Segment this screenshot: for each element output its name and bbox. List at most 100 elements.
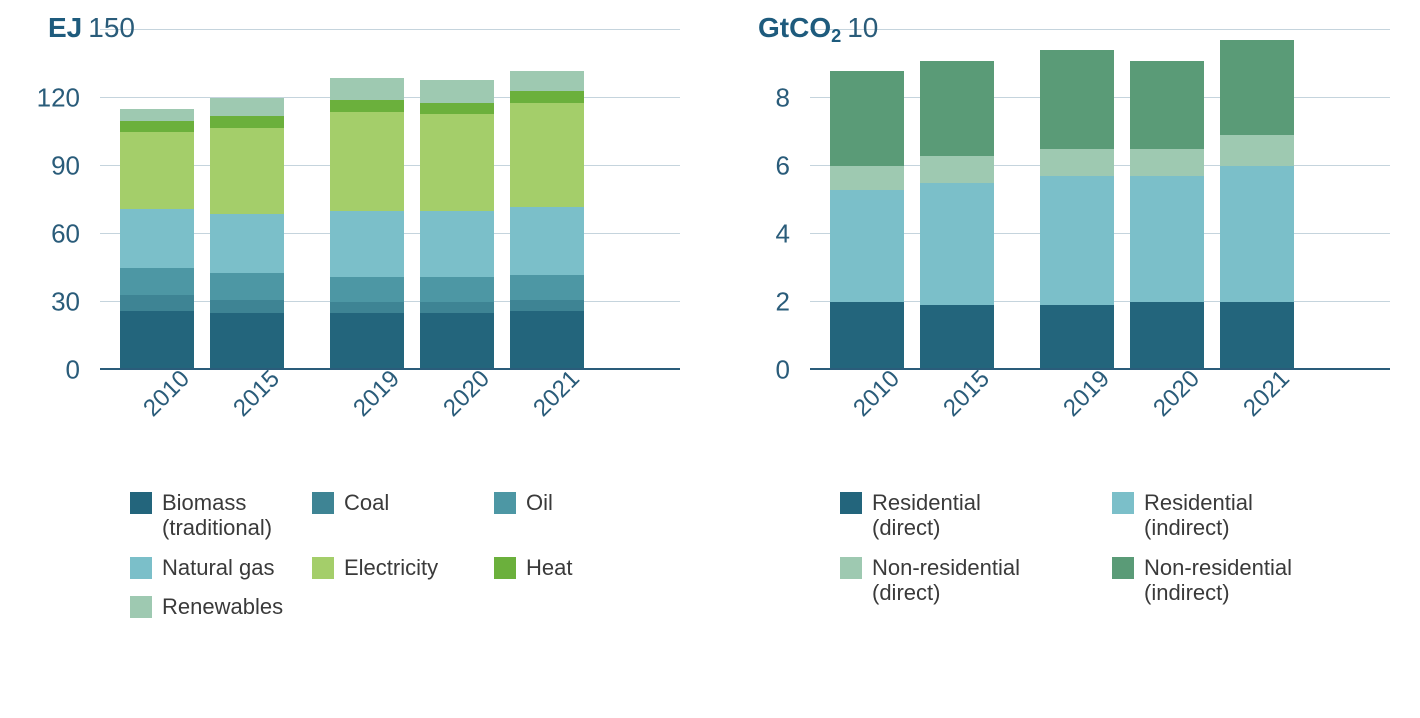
bar-slot: 2010 [830, 30, 904, 370]
bar-slot: 2010 [120, 30, 194, 370]
bar-segment-nonres_direct [830, 166, 904, 190]
y-tick-label: 6 [776, 151, 790, 182]
bar-segment-res_indirect [1040, 176, 1114, 305]
bar-segment-biomass [510, 311, 584, 370]
bar-segment-biomass [120, 311, 194, 370]
stacked-bar [120, 109, 194, 370]
bar-segment-electricity [510, 103, 584, 207]
left-plot-area: 0306090120 20102015201920202021 [100, 30, 680, 410]
stacked-bar [420, 80, 494, 370]
legend-item-electricity: Electricity [312, 555, 462, 580]
legend-swatch [1112, 557, 1134, 579]
y-tick-label: 0 [776, 355, 790, 386]
stacked-bar [830, 71, 904, 370]
right-top-tick: 10 [847, 12, 878, 44]
bar-segment-biomass [210, 313, 284, 370]
x-tick-label: 2021 [1238, 365, 1296, 423]
bar-slot: 2020 [1130, 30, 1204, 370]
bar-segment-oil [210, 273, 284, 300]
right-y-axis-labels: 02468 [740, 30, 800, 370]
bar-segment-oil [510, 275, 584, 300]
y-tick-label: 2 [776, 287, 790, 318]
legend-item-nonres_indirect: Non-residential(indirect) [1112, 555, 1352, 606]
right-x-axis [810, 368, 1390, 370]
y-tick-label: 4 [776, 219, 790, 250]
bar-segment-natural_gas [210, 214, 284, 273]
left-bars-container: 20102015201920202021 [100, 30, 680, 370]
bar-slot: 2020 [420, 30, 494, 370]
bar-slot: 2015 [920, 30, 994, 370]
legend-label: Heat [526, 555, 572, 580]
right-unit-label: GtCO2 [758, 12, 841, 44]
bar-segment-res_direct [830, 302, 904, 370]
emissions-chart-panel: GtCO2 10 02468 20102015201920202021 Resi… [740, 20, 1390, 619]
legend-swatch [840, 492, 862, 514]
legend-swatch [130, 596, 152, 618]
legend-swatch [130, 557, 152, 579]
bar-segment-nonres_direct [1040, 149, 1114, 176]
bar-segment-nonres_direct [1130, 149, 1204, 176]
bar-segment-res_direct [1130, 302, 1204, 370]
bar-segment-nonres_indirect [1130, 61, 1204, 149]
stacked-bar [510, 71, 584, 370]
legend-item-biomass: Biomass(traditional) [130, 490, 280, 541]
bar-slot: 2021 [1220, 30, 1294, 370]
y-tick-label: 60 [51, 219, 80, 250]
bar-segment-res_indirect [1130, 176, 1204, 302]
y-tick-label: 0 [66, 355, 80, 386]
legend-label: Non-residential(indirect) [1144, 555, 1292, 606]
stacked-bar [1130, 61, 1204, 370]
bar-slot: 2019 [330, 30, 404, 370]
legend-item-coal: Coal [312, 490, 462, 541]
left-top-tick: 150 [88, 12, 135, 44]
legend-label: Residential(indirect) [1144, 490, 1253, 541]
bar-segment-nonres_indirect [1040, 50, 1114, 149]
bar-segment-natural_gas [120, 209, 194, 268]
legend-swatch [840, 557, 862, 579]
x-tick-label: 2010 [848, 365, 906, 423]
left-y-axis-labels: 0306090120 [30, 30, 90, 370]
stacked-bar [920, 61, 994, 370]
bar-segment-coal [510, 300, 584, 311]
bar-segment-nonres_indirect [830, 71, 904, 166]
legend-item-natural_gas: Natural gas [130, 555, 280, 580]
legend-label: Biomass(traditional) [162, 490, 272, 541]
bar-segment-heat [420, 103, 494, 114]
bar-slot: 2019 [1040, 30, 1114, 370]
x-tick-label: 2019 [348, 365, 406, 423]
bar-segment-nonres_indirect [920, 61, 994, 156]
stacked-bar [1040, 50, 1114, 370]
charts-container: EJ 150 0306090120 20102015201920202021 B… [30, 20, 1390, 619]
bar-segment-nonres_direct [1220, 135, 1294, 166]
legend-label: Electricity [344, 555, 438, 580]
legend-item-renewables: Renewables [130, 594, 283, 619]
bar-segment-natural_gas [330, 211, 404, 277]
bar-segment-renewables [510, 71, 584, 91]
bar-segment-renewables [120, 109, 194, 120]
x-tick-label: 2019 [1058, 365, 1116, 423]
bar-segment-coal [420, 302, 494, 313]
x-tick-label: 2015 [938, 365, 996, 423]
right-plot-area: 02468 20102015201920202021 [810, 30, 1390, 410]
legend-swatch [494, 492, 516, 514]
bar-segment-electricity [120, 132, 194, 209]
bar-segment-heat [330, 100, 404, 111]
legend-label: Coal [344, 490, 389, 515]
y-tick-label: 8 [776, 83, 790, 114]
bar-segment-res_direct [920, 305, 994, 370]
bar-segment-biomass [330, 313, 404, 370]
legend-item-oil: Oil [494, 490, 644, 541]
legend-label: Oil [526, 490, 553, 515]
legend-label: Renewables [162, 594, 283, 619]
bar-segment-res_indirect [920, 183, 994, 305]
bar-segment-nonres_direct [920, 156, 994, 183]
legend-label: Natural gas [162, 555, 275, 580]
x-tick-label: 2020 [1148, 365, 1206, 423]
bar-segment-coal [210, 300, 284, 314]
bar-segment-coal [330, 302, 404, 313]
y-tick-label: 120 [37, 83, 80, 114]
legend-swatch [494, 557, 516, 579]
bar-segment-biomass [420, 313, 494, 370]
bar-segment-renewables [330, 78, 404, 101]
stacked-bar [1220, 40, 1294, 370]
